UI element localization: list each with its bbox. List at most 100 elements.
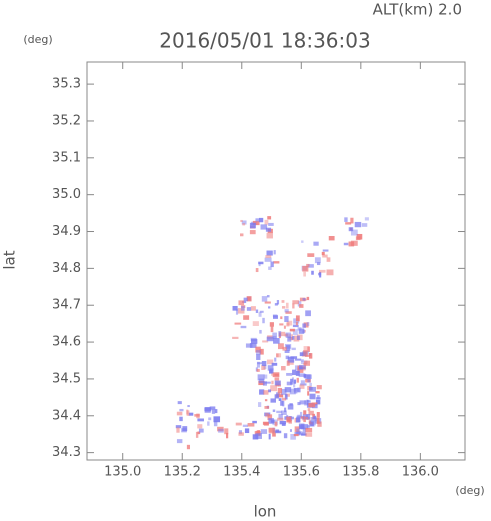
echo-cell: [268, 427, 275, 433]
echo-cell: [302, 265, 309, 272]
echo-cell: [350, 229, 358, 236]
echo-cell: [309, 421, 315, 427]
echo-cell: [198, 428, 204, 433]
echo-cell: [249, 343, 257, 348]
echo-cell: [278, 331, 286, 337]
echo-cell: [207, 421, 210, 426]
y-tick-label: 34.3: [52, 445, 81, 460]
echo-cell: [281, 300, 285, 303]
echo-cell: [285, 332, 292, 338]
echo-cell: [250, 339, 258, 344]
echo-cell: [361, 223, 368, 227]
echo-cell: [278, 331, 282, 337]
echo-cell: [267, 414, 273, 421]
echo-cell: [292, 324, 299, 328]
echo-cell: [268, 266, 272, 270]
y-tick-label: 34.5: [52, 371, 81, 386]
echo-cell: [273, 261, 280, 264]
echo-cell: [292, 369, 297, 376]
echo-cell: [307, 253, 315, 257]
echo-cell: [259, 310, 264, 313]
echo-cell: [313, 241, 319, 246]
echo-cell: [232, 305, 238, 311]
echo-cell: [214, 409, 218, 414]
echo-cell: [285, 393, 290, 397]
echo-cell: [296, 428, 301, 432]
x-tick-label: 136.0: [402, 465, 439, 480]
echo-cell: [276, 353, 279, 358]
echo-cell: [307, 424, 311, 428]
echo-cell: [271, 362, 278, 366]
echo-cell: [283, 325, 286, 329]
echo-cell: [262, 340, 269, 343]
echo-cell: [176, 427, 180, 433]
echo-cell: [240, 306, 245, 311]
echo-cell: [289, 328, 295, 332]
echo-cell: [291, 377, 294, 383]
echo-cell: [318, 272, 322, 276]
echo-cell: [270, 398, 276, 403]
echo-cell: [252, 420, 257, 424]
echo-cell: [267, 216, 272, 220]
echo-cell: [276, 300, 280, 305]
echo-cell: [309, 353, 313, 359]
echo-cell: [322, 254, 328, 258]
x-tick-label: 135.2: [164, 465, 201, 480]
echo-cell: [279, 420, 286, 425]
echo-cell: [286, 322, 290, 327]
echo-cell: [261, 296, 268, 302]
y-tick-label: 34.7: [52, 298, 81, 313]
echo-cell: [322, 249, 329, 252]
echo-cell: [343, 242, 349, 246]
echo-cell: [256, 354, 261, 360]
echo-cell: [238, 300, 245, 306]
echo-cell: [276, 392, 280, 396]
echo-cell: [315, 399, 321, 405]
echo-cell: [276, 410, 283, 414]
echo-cell: [296, 335, 300, 340]
echo-cell: [302, 427, 306, 433]
echo-cell: [309, 393, 316, 400]
echo-cell: [269, 368, 274, 374]
echo-cell: [344, 217, 348, 222]
echo-cell: [252, 321, 259, 327]
echo-cell: [260, 224, 268, 230]
echo-cell: [315, 391, 320, 394]
echo-cell: [308, 410, 314, 416]
echo-cell: [307, 264, 314, 268]
echo-cell: [350, 240, 358, 246]
echo-cell: [264, 301, 271, 304]
echo-cell: [290, 337, 293, 341]
echo-cell: [177, 401, 182, 405]
echo-cell: [264, 257, 272, 262]
echo-cell: [261, 361, 267, 367]
echo-cell: [286, 416, 292, 423]
echo-cell: [303, 271, 306, 277]
echo-cell: [302, 329, 306, 334]
altitude: ALT(km) 2.0: [373, 1, 462, 19]
echo-cell: [280, 316, 283, 320]
echo-cell: [316, 412, 320, 418]
echo-cell: [286, 372, 293, 376]
echo-cell: [270, 385, 278, 392]
echo-cell: [247, 423, 255, 427]
echo-cell: [266, 250, 273, 256]
echo-cell: [316, 262, 321, 266]
echo-cell: [268, 222, 274, 226]
echo-cell: [272, 335, 277, 339]
echo-cell: [284, 387, 292, 393]
x-tick-label: 135.0: [104, 465, 141, 480]
echo-cell: [266, 232, 273, 239]
y-tick-label: 34.4: [52, 408, 81, 423]
y-tick-label: 35.1: [52, 150, 81, 165]
echo-cell: [307, 391, 310, 396]
echo-cell: [255, 309, 259, 313]
echo-cell: [287, 336, 292, 342]
echo-cell: [274, 303, 278, 306]
echo-cell: [249, 230, 256, 235]
echo-cell: [259, 348, 264, 355]
echo-cell: [287, 356, 295, 363]
echo-cell: [186, 409, 189, 415]
echo-cell: [250, 306, 256, 311]
echo-cell: [240, 325, 247, 329]
